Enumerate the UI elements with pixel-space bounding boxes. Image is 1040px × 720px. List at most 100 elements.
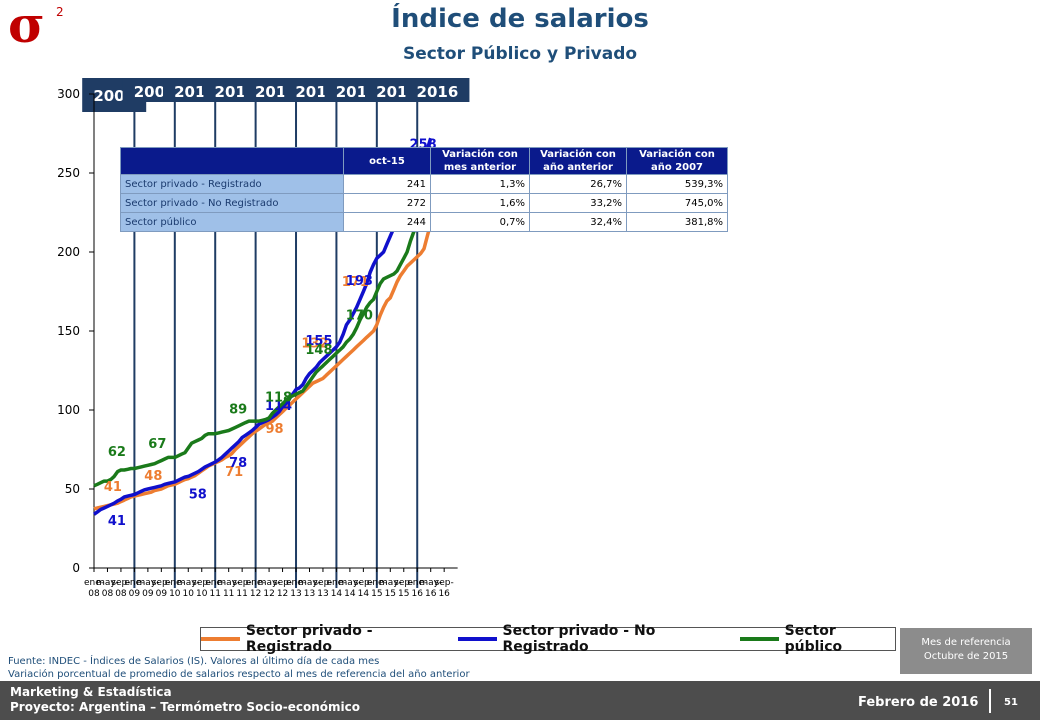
table-row: Sector privado - No Registrado 272 1,6% … [120, 193, 728, 213]
x-tick-label: may-16 [419, 578, 442, 599]
y-tick-label: 100 [57, 403, 80, 417]
x-tick-label: ene-11 [205, 578, 225, 599]
x-tick-label: ene-10 [165, 578, 185, 599]
x-tick-label: ene-15 [367, 578, 387, 599]
data-label: 98 [266, 422, 284, 437]
x-tick-label: sep-12 [273, 578, 292, 599]
salary-index-chart: 2008200920102011201220132014201520160501… [57, 78, 470, 599]
data-label: 132 [301, 336, 328, 351]
y-tick-label: 250 [57, 166, 80, 180]
data-label: 71 [225, 465, 243, 480]
row-value: 381,8% [626, 212, 728, 232]
summary-table-header: oct-15 [343, 147, 431, 175]
row-value: 32,4% [529, 212, 627, 232]
row-value: 26,7% [529, 174, 627, 194]
header-text: Variación con año 2007 [639, 149, 715, 173]
y-tick-label: 0 [72, 561, 80, 575]
chart-legend: Sector privado - Registrado Sector priva… [200, 623, 896, 655]
x-tick-label: ene-13 [286, 578, 306, 599]
footer-divider [989, 689, 991, 713]
x-tick-label: may-15 [379, 578, 402, 599]
data-label: 193 [346, 274, 373, 289]
table-row: Sector público 244 0,7% 32,4% 381,8% [120, 212, 728, 232]
row-value: 33,2% [529, 193, 627, 213]
x-tick-label: may-12 [258, 578, 281, 599]
series-line [92, 137, 433, 516]
source-line1: Fuente: INDEC - Índices de Salarios (IS)… [8, 656, 380, 667]
x-tick-label: ene-08 [84, 578, 104, 599]
y-tick-label: 50 [65, 482, 80, 496]
legend-item-privado-registrado: Sector privado - Registrado [201, 623, 458, 655]
logo: σ 2 [8, 2, 64, 48]
x-tick-label: sep-08 [111, 578, 130, 599]
table-row: Sector privado - Registrado 241 1,3% 26,… [120, 174, 728, 194]
row-value: 244 [343, 212, 431, 232]
x-tick-label: sep-11 [233, 578, 252, 599]
x-tick-label: ene-16 [407, 578, 427, 599]
source-note: Fuente: INDEC - Índices de Salarios (IS)… [8, 655, 470, 681]
series-line [93, 185, 449, 511]
reference-line1: Mes de referencia [921, 637, 1011, 648]
row-value: 1,6% [430, 193, 530, 213]
x-tick-label: sep-15 [394, 578, 413, 599]
series-line [93, 181, 439, 488]
reference-line2: Octubre de 2015 [923, 651, 1009, 662]
page-number: 51 [1004, 697, 1018, 708]
data-label: 171 [342, 275, 369, 290]
year-label: 2016 [417, 83, 459, 101]
x-tick-label: sep-09 [152, 578, 171, 599]
row-value: 241 [343, 174, 431, 194]
legend-item-publico: Sector público [739, 623, 895, 655]
data-label: 155 [305, 334, 332, 349]
summary-table-header-row: oct-15 Variación con mes anterior Variaci… [120, 147, 728, 175]
x-tick-label: ene-09 [124, 578, 144, 599]
footer-department: Marketing & Estadística [10, 685, 172, 699]
header-text: Variación con año anterior [540, 149, 616, 173]
page-subtitle: Sector Público y Privado [402, 44, 638, 64]
summary-table-header: Variación con mes anterior [430, 147, 530, 175]
row-label: Sector privado - No Registrado [120, 193, 344, 213]
row-value: 539,3% [626, 174, 728, 194]
year-box [405, 78, 470, 102]
header-text: Variación con mes anterior [442, 149, 518, 173]
summary-table-header: Variación con año anterior [529, 147, 627, 175]
row-value: 745,0% [626, 193, 728, 213]
legend-label: Sector privado - No Registrado [502, 623, 656, 655]
x-tick-label: may-10 [177, 578, 200, 599]
footer-date: Febrero de 2016 [858, 695, 979, 710]
data-label: 41 [104, 480, 122, 495]
page-title: Índice de salarios [391, 4, 649, 34]
data-label: 41 [108, 514, 126, 529]
x-tick-label: ene-14 [326, 578, 346, 599]
legend-label: Sector privado - Registrado [245, 623, 373, 655]
data-label: 114 [265, 399, 292, 414]
legend-swatch [201, 637, 240, 641]
row-label: Sector privado - Registrado [120, 174, 344, 194]
reference-month-box: Mes de referencia Octubre de 2015 [900, 628, 1032, 674]
data-label: 62 [108, 445, 126, 460]
y-tick-label: 150 [57, 324, 80, 338]
data-label: 48 [144, 469, 162, 484]
row-label: Sector público [120, 212, 344, 232]
row-value: 0,7% [430, 212, 530, 232]
summary-table-header: Variación con año 2007 [626, 147, 728, 175]
y-tick-label: 300 [57, 87, 80, 101]
logo-sigma: σ [8, 2, 45, 48]
footer-bar: Marketing & Estadística Proyecto: Argent… [0, 681, 1040, 720]
footer-left: Marketing & Estadística Proyecto: Argent… [10, 685, 360, 715]
source-line2: Variación porcentual de promedio de sala… [8, 669, 470, 680]
x-tick-label: may-08 [96, 578, 119, 599]
data-label: 78 [229, 456, 247, 471]
row-value: 272 [343, 193, 431, 213]
x-tick-label: may-11 [217, 578, 240, 599]
y-tick-label: 200 [57, 245, 80, 259]
x-tick-label: sep-10 [192, 578, 211, 599]
x-tick-label: ene-12 [246, 578, 266, 599]
x-tick-label: sep-13 [313, 578, 332, 599]
data-label: 67 [148, 437, 166, 452]
summary-table-header-blank [120, 147, 344, 175]
legend-label: Sector público [784, 623, 843, 655]
x-tick-label: may-13 [298, 578, 321, 599]
row-value: 1,3% [430, 174, 530, 194]
data-label: 170 [346, 308, 373, 323]
